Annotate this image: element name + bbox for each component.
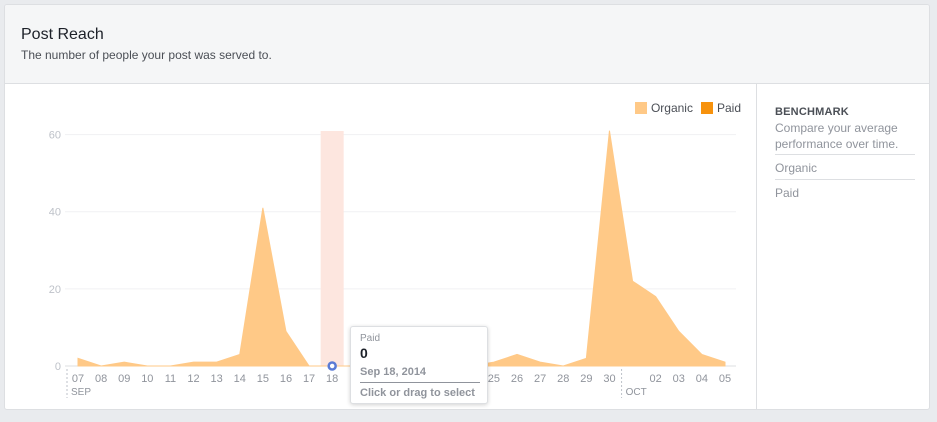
- benchmark-description: Compare your average performance over ti…: [775, 121, 899, 151]
- x-tick-label-25: 25: [488, 373, 500, 385]
- x-tick-label-02: 02: [650, 373, 662, 385]
- legend-paid[interactable]: Paid: [700, 101, 741, 115]
- x-tick-label-10: 10: [141, 373, 153, 385]
- x-tick-label-26: 26: [511, 373, 523, 385]
- chart-legend: Organic Paid: [634, 100, 741, 116]
- x-tick-label-08: 08: [95, 373, 107, 385]
- x-tick-label-05: 05: [719, 373, 731, 385]
- y-tick-label-40: 40: [49, 207, 61, 219]
- x-tick-label-07: 07: [72, 373, 84, 385]
- x-tick-label-12: 12: [187, 373, 199, 385]
- benchmark-heading: BENCHMARK: [775, 106, 849, 118]
- month-label-sep: SEP: [71, 387, 91, 398]
- legend-paid-swatch: [700, 102, 713, 114]
- chart-area[interactable]: 0 20 40 60 07 08 09 10 11 12 13 14 15 16 17 18 25 26 27 28 2…: [5, 84, 757, 410]
- benchmark-option-paid[interactable]: Paid: [775, 179, 915, 200]
- x-tick-label-17: 17: [303, 373, 315, 385]
- panel-subtitle: The number of people your post was serve…: [21, 48, 272, 62]
- y-tick-label-0: 0: [55, 361, 61, 373]
- chart-tooltip: Paid 0 Sep 18, 2014 Click or drag to sel…: [350, 326, 488, 404]
- panel-title: Post Reach: [21, 26, 104, 43]
- legend-paid-label: Paid: [716, 101, 741, 115]
- benchmark-sidebar: BENCHMARK Compare your average performan…: [756, 84, 929, 409]
- tooltip-divider: [360, 382, 480, 383]
- legend-organic-label: Organic: [650, 101, 693, 115]
- month-label-oct: OCT: [626, 387, 647, 398]
- tooltip-date: Sep 18, 2014: [360, 366, 427, 378]
- highlight-band: [320, 131, 344, 366]
- legend-organic-swatch: [634, 102, 647, 114]
- post-reach-panel: Post Reach The number of people your pos…: [4, 4, 930, 410]
- benchmark-option-organic[interactable]: Organic: [775, 154, 915, 175]
- x-tick-label-15: 15: [257, 373, 269, 385]
- x-tick-label-09: 09: [118, 373, 130, 385]
- x-tick-label-28: 28: [557, 373, 569, 385]
- x-tick-label-30: 30: [603, 373, 615, 385]
- legend-organic[interactable]: Organic: [634, 101, 693, 115]
- x-tick-label-03: 03: [673, 373, 685, 385]
- y-tick-label-60: 60: [49, 130, 61, 142]
- panel-header: Post Reach The number of people your pos…: [5, 5, 929, 84]
- x-tick-label-11: 11: [165, 373, 176, 385]
- x-tick-label-14: 14: [234, 373, 246, 385]
- x-tick-label-13: 13: [211, 373, 223, 385]
- x-tick-label-04: 04: [696, 373, 708, 385]
- y-tick-label-20: 20: [49, 284, 61, 296]
- hover-marker: [327, 361, 337, 371]
- x-tick-label-16: 16: [280, 373, 292, 385]
- x-tick-label-27: 27: [534, 373, 546, 385]
- x-tick-label-29: 29: [580, 373, 592, 385]
- tooltip-series-label: Paid: [360, 333, 381, 344]
- tooltip-action-hint: Click or drag to select: [360, 387, 475, 399]
- tooltip-value: 0: [360, 345, 368, 361]
- x-tick-label-18: 18: [326, 373, 338, 385]
